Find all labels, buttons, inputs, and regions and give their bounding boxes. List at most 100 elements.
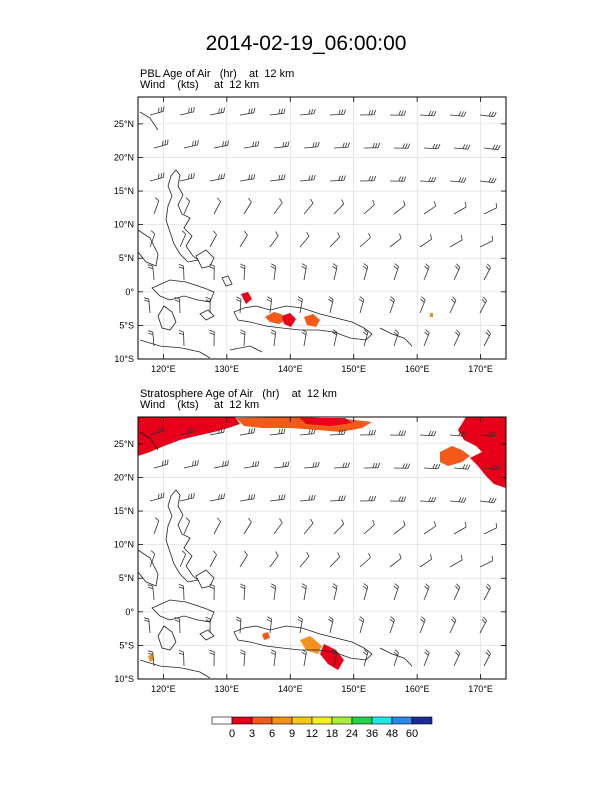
panel1-wind-barb [479,111,497,118]
colorbar-box [411,716,433,725]
panel2-frame [137,416,507,680]
colorbar-box [231,716,253,725]
panel1-wind-barb [239,173,256,182]
panel1-wind-barb [423,329,430,347]
colorbar-label: 18 [326,728,338,740]
panel1-wind-barb [270,329,277,347]
panel1-wind-barb [266,296,273,314]
panel1-wind-barb [363,142,381,149]
panel2-wind-barb [479,431,497,438]
panel2-wind-barb [303,518,314,535]
panel1-wind-barb [147,330,155,347]
panel1-wind-barb [393,329,399,347]
panel1-wind-barb [333,199,345,215]
panel1-wind-barb [297,296,303,314]
panel2-wind-barb [328,616,334,634]
panel2-wind-barb [209,583,215,601]
panel2-wind-barb [483,522,497,535]
panel1-wind-barb [240,329,246,347]
panel1-wind-barb [359,232,371,248]
panel1-lon-label: 130°E [215,364,240,374]
colorbar-box [251,716,273,725]
panel2-wind-barb [269,494,286,502]
panel1-lat-label: 5°S [119,320,134,330]
panel2-wind-barb [362,583,369,601]
panel1-wind-barb [179,172,195,182]
panel1-wind-barb [453,202,467,215]
panel1-wind-barb [479,235,493,248]
panel2-wind-barb [419,616,426,634]
panel2-wind-barb [149,550,156,568]
colorbar: 0 3 6 9 12 18 24 36 48 60 [211,716,433,740]
panel2-wind-barb [179,492,195,502]
panel2-wind-barb [358,616,365,634]
panel1-lon-label: 170°E [468,364,493,374]
panel1-wind-barb [449,177,467,183]
panel1-wind-barb [209,263,215,281]
panel2-wind-barb [483,464,501,471]
panel2-wind-barb [147,650,155,667]
panel1-wind-barb [183,197,191,215]
panel1-wind-barb [449,296,457,314]
panel1-wind-barb [483,144,501,151]
panel2-lon-label: 120°E [151,684,176,694]
panel2-wind-barb [453,649,461,667]
panel1-wind-barb [483,202,497,215]
panel1-lon-label: 150°E [341,364,366,374]
panel2-wind-barb [479,555,493,568]
panel2-wind-barb [329,495,346,502]
panel1-wind-barb [270,263,277,281]
panel2-wind-barb [178,584,185,601]
panel2-wind-barb [359,552,371,568]
panel2-wind-barb [301,583,307,601]
panel2-wind-barb [297,616,303,634]
panel2-lon-label: 150°E [341,684,366,694]
panel2-lon-label: 130°E [215,684,240,694]
panel2-wind-barb [270,583,277,601]
panel2-lon-label: 140°E [278,684,303,694]
panel1-lon-label: 120°E [151,364,176,374]
panel1-wind-barb [240,263,246,281]
panel2-wind-barb [266,616,273,634]
panel2-wind-barb [479,497,497,504]
panel2-lat-label: 0° [125,607,134,617]
panel1-wind-barb [393,263,399,281]
panel1-wind-barb [362,329,369,347]
panel1-wind-barb [359,175,377,182]
panel1-wind-barb [449,235,463,248]
colorbar-box [211,716,233,725]
panel1-wind-barb [363,199,375,215]
panel2-stratosphere-shading [138,417,506,670]
panel1-wind-barb [389,296,395,314]
panel2-wind-barb [449,431,467,437]
panel1-wind-barb [269,231,279,248]
panel1-wind-barb [389,110,407,116]
panel1-lat-label: 15°N [114,186,134,196]
panel2-wind-barb [149,492,165,502]
panel2-wind-barb [419,430,437,437]
panel2-wind-barb [303,461,320,469]
panel2-wind-barb [153,517,160,535]
panel1-wind-barb [243,197,252,215]
panel1-wind-barb [329,109,346,116]
panel1-wind-barb [209,329,215,347]
panel2-wind-barb [423,583,430,601]
panel2-lat-label: 10°N [114,540,134,550]
panel2-wind-barb [269,551,279,568]
panel1-lon-label: 140°E [278,364,303,374]
panel2-wind-barb [269,428,286,436]
panel2-wind-barb [143,617,151,634]
panel2-wind-barb [363,519,375,535]
panel1-wind-barb [393,200,406,215]
panel2-wind-barb [419,496,437,503]
panel1-wind-barb [179,106,195,116]
panel1-wind-barb [174,297,181,314]
panel2-wind-barb [299,551,310,568]
colorbar-label: 36 [366,728,378,740]
panel1-lon-label: 160°E [405,364,430,374]
panel2-wind-barb [332,583,338,601]
panel2-wind-barb [423,649,430,667]
panel1-wind-barb [303,141,320,149]
panel1-wind-barb [269,174,286,182]
panel2-wind-barb [236,616,242,634]
